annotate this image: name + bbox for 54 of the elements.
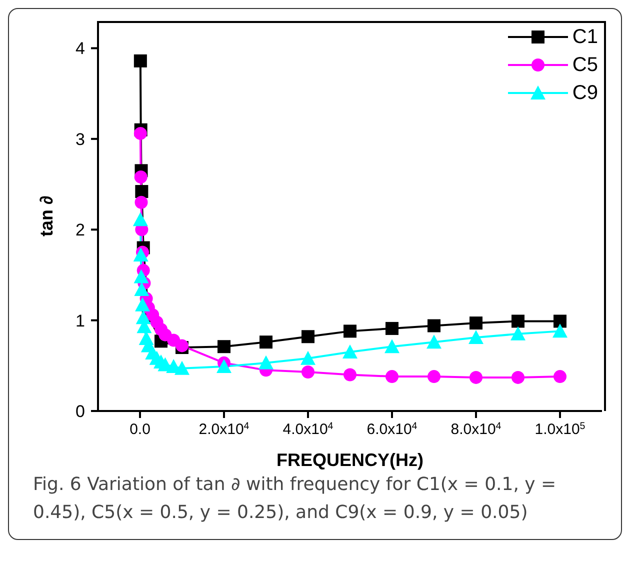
figure-frame: 0.0 2.0x10$^{4}$ 4.0x10$^{4}$ 6.0x10$^{4}$ 8.0x10$^{4}$ 1.0x10$^{5}$ FREQUENCY(Hz) 0 1 2 3 4 tan ∂ C1 C5 C9 Fig. 6 Variation of tan ∂ with frequency for C1(x = 0.1, y = 0.45), C5(x = 0.5, y = 0.25), and C9(x = 0.9, y = 0.05) — [8, 8, 622, 540]
point — [300, 350, 316, 365]
point — [552, 324, 568, 338]
point — [302, 330, 314, 344]
point — [512, 370, 524, 384]
point — [386, 322, 398, 335]
x-axis-title: FREQUENCY(Hz) — [276, 450, 424, 470]
y-tick-label: 3 — [76, 130, 85, 149]
point — [512, 314, 524, 328]
x-tick-label: 4.0x10$^{4}$ — [282, 420, 334, 438]
y-tick-label: 0 — [76, 402, 85, 421]
point — [428, 319, 440, 332]
point — [134, 269, 149, 284]
point — [135, 185, 148, 198]
point — [468, 330, 484, 344]
point — [344, 324, 356, 338]
legend-label: C5 — [572, 53, 598, 78]
y-tick-label: 1 — [76, 311, 85, 330]
point — [134, 196, 148, 209]
point — [135, 297, 150, 312]
point — [134, 126, 147, 140]
point — [470, 370, 482, 384]
legend-label: C9 — [572, 81, 598, 106]
x-tick-label: 0.0 — [130, 421, 150, 438]
point — [132, 212, 148, 226]
point — [470, 316, 482, 330]
x-tick-label: 8.0x10$^{4}$ — [450, 420, 502, 438]
point — [216, 359, 232, 374]
point — [134, 54, 147, 68]
legend-label: C1 — [572, 25, 598, 50]
point — [260, 336, 272, 349]
x-tick-label: 1.0x10$^{5}$ — [534, 420, 586, 438]
point — [426, 334, 442, 349]
point — [428, 370, 440, 384]
y-axis-title: tan ∂ — [36, 195, 56, 236]
point — [134, 170, 148, 184]
y-tick-label: 4 — [76, 39, 85, 58]
point — [342, 344, 358, 359]
point — [134, 282, 150, 296]
point — [344, 368, 356, 382]
point — [174, 360, 190, 375]
point — [386, 370, 398, 384]
y-tick-label: 2 — [76, 220, 85, 240]
point — [554, 370, 566, 384]
x-tick-label: 6.0x10$^{4}$ — [366, 420, 418, 438]
point — [258, 355, 274, 370]
caption: Fig. 6 Variation of tan ∂ with frequency for C1(x = 0.1, y = 0.45), C5(x = 0.5, y = 0.25), and C9(x = 0.9, y = 0.05) — [33, 473, 558, 525]
point — [554, 314, 566, 328]
point — [510, 326, 526, 340]
point — [133, 248, 148, 262]
x-tick-label: 2.0x10$^{4}$ — [198, 420, 250, 438]
point — [302, 366, 314, 378]
point — [384, 339, 400, 354]
point — [218, 340, 230, 354]
